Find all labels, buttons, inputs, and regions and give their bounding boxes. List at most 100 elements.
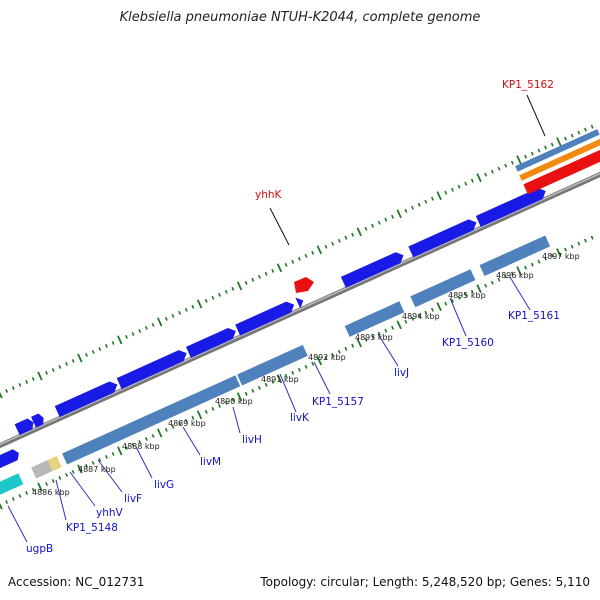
- scale-tick: [583, 238, 587, 243]
- scale-tick: [356, 227, 362, 237]
- scale-tick: [58, 475, 62, 480]
- scale-tick: [516, 266, 522, 276]
- gene-bar[interactable]: [479, 235, 551, 277]
- scale-tick: [484, 283, 488, 288]
- gene-bar-cyan[interactable]: [0, 473, 24, 498]
- scale-tick: [236, 281, 243, 291]
- gene-arrow[interactable]: [185, 325, 238, 358]
- scale-tick: [470, 178, 474, 183]
- scale-tick: [424, 199, 428, 204]
- scale-tick: [504, 163, 508, 168]
- scale-tick: [417, 202, 421, 207]
- scale-tick: [550, 253, 554, 258]
- gene-bar[interactable]: [410, 269, 476, 308]
- scale-tick: [191, 304, 195, 309]
- scale-label: 4896 kbp: [496, 271, 534, 280]
- scale-label: 4897 kbp: [542, 252, 580, 261]
- scale-tick: [37, 371, 43, 381]
- scale-tick: [65, 472, 69, 477]
- scale-tick: [85, 463, 88, 468]
- scale-tick: [244, 391, 248, 396]
- scale-tick: [457, 184, 461, 189]
- scale-tick: [271, 379, 275, 384]
- gene-label-KP1_5162[interactable]: KP1_5162: [502, 79, 554, 91]
- scale-tick: [171, 313, 175, 318]
- scale-tick: [65, 361, 69, 366]
- gene-bar[interactable]: [237, 344, 308, 386]
- scale-tick: [304, 253, 308, 258]
- gene-label-livF[interactable]: livF: [124, 493, 142, 505]
- gene-arrow[interactable]: [235, 299, 296, 336]
- scale-tick: [411, 316, 414, 321]
- scale-tick: [577, 130, 581, 135]
- scale-tick: [98, 457, 102, 462]
- gene-label-livM[interactable]: livM: [200, 456, 221, 468]
- gene-bar-pseudo[interactable]: [31, 456, 62, 479]
- gene-label-KP1_5157[interactable]: KP1_5157: [312, 396, 364, 408]
- scale-tick: [37, 482, 43, 492]
- gene-arrow[interactable]: [54, 379, 120, 418]
- gene-arrow[interactable]: [408, 217, 479, 258]
- scale-tick: [331, 352, 335, 357]
- highlight-gene-yhhK[interactable]: [294, 277, 314, 293]
- scale-tick: [138, 328, 142, 333]
- gene-bar[interactable]: [62, 375, 241, 465]
- scale-tick: [184, 418, 188, 423]
- highlight-stack-KP1_5162[interactable]: [515, 129, 600, 195]
- gene-label-yhhK[interactable]: yhhK: [255, 189, 283, 201]
- scale-tick: [556, 248, 562, 258]
- scale-tick: [257, 385, 261, 390]
- gene-label-KP1_5148[interactable]: KP1_5148: [66, 522, 118, 534]
- gene-label-livJ[interactable]: livJ: [394, 367, 409, 379]
- gene-labels: ugpB KP1_5148 yhhV livF livG livM livH l…: [26, 79, 560, 555]
- gene-arrow[interactable]: [14, 417, 36, 436]
- gene-label-KP1_5160[interactable]: KP1_5160: [442, 337, 494, 349]
- scale-tick: [564, 136, 568, 141]
- scale-tick: [11, 386, 15, 390]
- scale-tick: [45, 481, 49, 486]
- scale-tick: [276, 374, 283, 384]
- scale-tick: [464, 292, 468, 297]
- gene-label-ugpB[interactable]: ugpB: [26, 543, 53, 555]
- gene-label-livG[interactable]: livG: [154, 479, 174, 491]
- scale-tick: [316, 356, 323, 366]
- scale-tick: [164, 427, 168, 432]
- map-title: Klebsiella pneumoniae NTUH-K2044, comple…: [119, 10, 481, 25]
- scale-tick: [98, 346, 102, 351]
- scale-tick: [71, 469, 75, 474]
- scale-tick: [25, 379, 29, 384]
- scale-tick: [196, 410, 203, 420]
- gene-label-livK[interactable]: livK: [290, 412, 310, 424]
- scale-tick: [436, 191, 442, 201]
- scale-tick: [104, 454, 108, 459]
- scale-tick: [284, 373, 288, 378]
- scale-tick: [291, 370, 295, 375]
- scale-label: 4894 kbp: [402, 312, 440, 321]
- gene-arrow[interactable]: [340, 250, 406, 288]
- scale-tick: [117, 335, 123, 345]
- scale-tick: [264, 382, 268, 387]
- gene-arrow[interactable]: [295, 295, 305, 309]
- scale-tick: [184, 307, 188, 312]
- scale-tick: [104, 343, 108, 348]
- gene-arrow[interactable]: [116, 348, 189, 390]
- gene-arrow[interactable]: [31, 412, 46, 428]
- scale-tick: [444, 190, 448, 195]
- gene-label-livH[interactable]: livH: [242, 434, 262, 446]
- scale-tick: [377, 331, 381, 336]
- gene-arrow[interactable]: [475, 186, 548, 227]
- scale-tick: [364, 226, 368, 231]
- scale-tick: [156, 317, 163, 327]
- outer-tick-ring: [0, 124, 594, 399]
- gene-label-KP1_5161[interactable]: KP1_5161: [508, 310, 560, 322]
- scale-tick: [111, 451, 115, 456]
- scale-tick: [484, 172, 488, 177]
- scale-tick: [211, 295, 215, 300]
- gene-label-yhhV[interactable]: yhhV: [96, 507, 124, 519]
- scale-tick: [218, 292, 222, 297]
- gene-arrow[interactable]: [0, 448, 21, 471]
- scale-tick: [191, 415, 195, 420]
- gene-bar[interactable]: [344, 301, 405, 337]
